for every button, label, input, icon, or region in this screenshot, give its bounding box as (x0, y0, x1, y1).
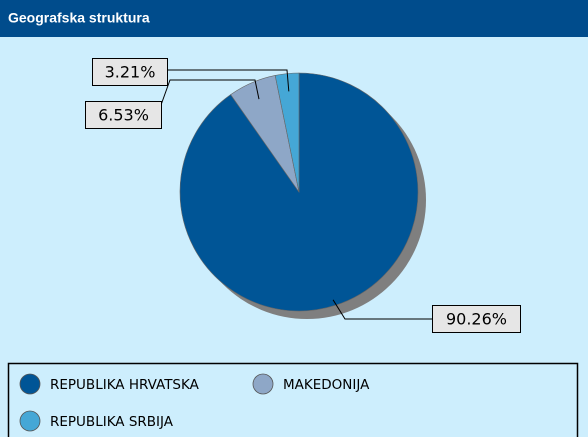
legend-label: REPUBLIKA SRBIJA (50, 414, 174, 430)
header-bar (0, 0, 588, 37)
legend-marker (19, 410, 41, 432)
data-label: 6.53% (98, 106, 149, 125)
label-box (92, 58, 168, 86)
label-box (432, 305, 521, 333)
legend-marker (252, 373, 274, 395)
leader-line (167, 69, 290, 92)
leader-line (332, 299, 432, 320)
chart-title: Geografska struktura (8, 10, 150, 26)
legend-label: REPUBLIKA HRVATSKA (50, 377, 200, 393)
legend-marker (19, 373, 41, 395)
data-label: 90.26% (446, 310, 507, 329)
data-label: 3.21% (105, 63, 156, 82)
leader-line (160, 79, 260, 106)
legend-box (7, 362, 579, 441)
legend-label: MAKEDONIJA (283, 377, 370, 393)
label-box (85, 101, 162, 129)
